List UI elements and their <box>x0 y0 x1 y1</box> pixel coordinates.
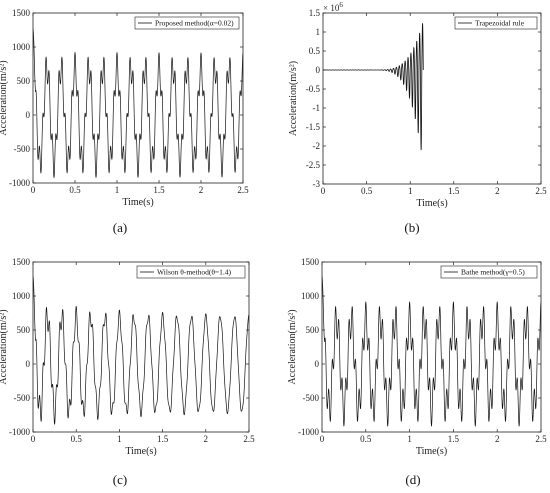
y-tick-label: 1000 <box>301 291 320 301</box>
panel-caption: (b) <box>404 220 419 235</box>
y-tick-label: 1500 <box>12 8 31 18</box>
chart-panel-a: 0 0.5 1 1.5 2 2.5 -1000 -500 0 500 1000 1500 Time(s)… <box>0 8 249 235</box>
x-tick-label: 1 <box>115 185 120 195</box>
y-tick-label: -500 <box>14 144 31 154</box>
legend: Wilson θ-method(θ=1.4) <box>136 265 246 279</box>
y-tick-label: -500 <box>14 393 31 403</box>
y-tick-label: -2 <box>313 141 321 151</box>
y-tick-label: 0 <box>26 110 31 120</box>
x-tick-label: 2.5 <box>535 434 547 444</box>
y-tick-label: -1000 <box>9 178 30 188</box>
axes-frame <box>321 261 542 433</box>
y-tick-label: 1500 <box>301 257 320 267</box>
legend-label: Wilson θ-method(θ=1.4) <box>157 268 232 277</box>
y-tick-label: -0.5 <box>306 84 321 94</box>
y-axis-label: Acceleration(m/s²) <box>0 309 9 384</box>
legend-label: Bathe method(γ=0.5) <box>461 268 525 277</box>
y-tick-label: 1.5 <box>309 8 321 18</box>
x-tick-label: 2 <box>495 186 500 196</box>
y-tick-label: -1 <box>313 103 321 113</box>
x-tick-label: 2.5 <box>535 186 547 196</box>
x-tick-label: 1.5 <box>153 185 165 195</box>
x-tick-label: 1.5 <box>157 434 169 444</box>
x-axis-label: Time(s) <box>416 446 447 457</box>
y-tick-label: 500 <box>306 325 320 335</box>
x-tick-label: 0.5 <box>71 434 83 444</box>
x-tick-label: 2.5 <box>237 185 249 195</box>
x-tick-label: 0 <box>321 186 326 196</box>
x-tick-label: 2 <box>204 434 209 444</box>
y-tick-label: 1000 <box>12 291 31 301</box>
x-tick-label: 1 <box>408 186 413 196</box>
y-tick-label: -1.5 <box>306 122 321 132</box>
y-tick-label: -500 <box>303 393 320 403</box>
y-axis-label: Acceleration(m/s²) <box>287 309 298 384</box>
x-tick-label: 2.5 <box>243 434 255 444</box>
x-tick-label: 1 <box>117 434 122 444</box>
y-tick-label: 500 <box>17 325 31 335</box>
x-tick-label: 1 <box>407 434 412 444</box>
x-axis-label: Time(s) <box>125 446 156 457</box>
panel-caption: (c) <box>113 472 127 487</box>
series-line <box>323 23 424 151</box>
y-tick-label: -3 <box>313 179 321 189</box>
x-axis-label: Time(s) <box>416 198 447 209</box>
legend-label: Proposed method(α=0.02) <box>155 19 234 28</box>
chart-panel-b: 0 0.5 1 1.5 2 2.5-3-2.5-2-1.5-1-0.500.511.5Ti… <box>288 1 547 235</box>
axes-frame <box>32 261 250 433</box>
x-tick-label: 0.5 <box>360 434 372 444</box>
x-tick-label: 1.5 <box>448 434 460 444</box>
legend-label: Trapezoidal rule <box>475 19 525 28</box>
x-tick-label: 0.5 <box>361 186 373 196</box>
x-tick-label: 2 <box>495 434 500 444</box>
chart-panel-d: 0 0.5 1 1.5 2 2.5 -1000 -500 0 500 1000 1500 Time(s)… <box>287 257 547 487</box>
y-axis-label: Acceleration(m/s²) <box>288 61 299 136</box>
x-tick-label: 0 <box>31 434 36 444</box>
x-tick-label: 0.5 <box>69 185 81 195</box>
x-axis-label: Time(s) <box>122 197 153 208</box>
y-tick-label: 0.5 <box>309 46 321 56</box>
series-line <box>33 275 249 425</box>
legend: Proposed method(α=0.02) <box>134 16 240 30</box>
legend: Trapezoidal rule <box>454 16 538 30</box>
series-line <box>33 27 243 179</box>
y-tick-label: 0 <box>26 359 31 369</box>
axes-frame <box>32 12 244 184</box>
x-tick-label: 2 <box>199 185 204 195</box>
chart-panel-c: 0 0.5 1 1.5 2 2.5 -1000 -500 0 500 1000 1500 Time(s)… <box>0 257 255 487</box>
y-tick-label: -1000 <box>9 427 30 437</box>
exponent-label: × 106 <box>323 1 343 13</box>
x-tick-label: 0 <box>31 185 36 195</box>
y-tick-label: 1 <box>316 27 321 37</box>
y-tick-label: 0 <box>316 65 321 75</box>
panel-caption: (a) <box>113 220 127 235</box>
x-tick-label: 0 <box>320 434 325 444</box>
y-tick-label: 1000 <box>12 42 31 52</box>
legend: Bathe method(γ=0.5) <box>440 265 538 279</box>
y-tick-label: 0 <box>315 359 320 369</box>
y-tick-label: 1500 <box>12 257 31 267</box>
axes-frame <box>322 12 542 185</box>
series-line <box>322 275 541 427</box>
y-tick-label: -2.5 <box>306 160 321 170</box>
panel-caption: (d) <box>405 472 420 487</box>
y-tick-label: 500 <box>17 76 31 86</box>
y-tick-label: -1000 <box>298 427 319 437</box>
y-axis-label: Acceleration(m/s²) <box>0 60 9 135</box>
x-tick-label: 1.5 <box>448 186 460 196</box>
